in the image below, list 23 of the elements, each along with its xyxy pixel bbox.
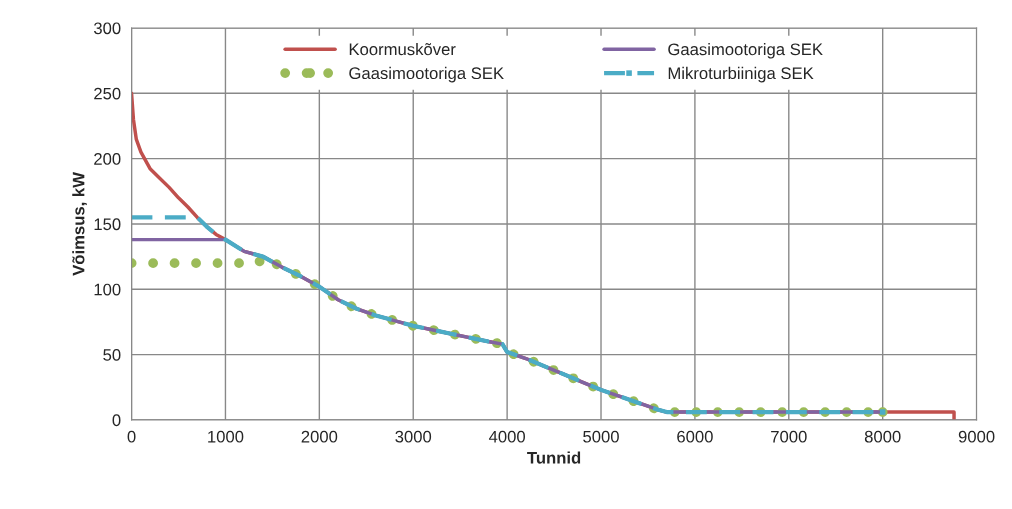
y-tick-label: 250 bbox=[94, 87, 121, 100]
x-tick-label: 3000 bbox=[395, 430, 432, 443]
y-tick-label: 150 bbox=[94, 218, 121, 231]
y-tick-label: 50 bbox=[103, 349, 121, 361]
legend-label: Mikroturbiiniga SEK bbox=[668, 66, 814, 83]
legend-label: Koormuskõver bbox=[349, 42, 456, 56]
y-tick-label: 300 bbox=[93, 22, 121, 35]
x-axis-title: Tunnid bbox=[527, 451, 581, 464]
y-tick-label: 100 bbox=[94, 283, 121, 296]
y-tick-label: 0 bbox=[112, 414, 121, 427]
y-tick-label: 200 bbox=[94, 153, 121, 165]
x-tick-label: 7000 bbox=[771, 430, 807, 443]
x-tick-label: 6000 bbox=[677, 430, 713, 443]
x-tick-label: 1000 bbox=[208, 430, 244, 443]
y-axis-title: Võimsus, kW bbox=[72, 172, 87, 276]
x-tick-label: 2000 bbox=[301, 430, 338, 443]
legend-label: Gaasimootoriga SEK bbox=[668, 42, 823, 59]
x-tick-label: 9000 bbox=[958, 430, 995, 443]
x-tick-label: 8000 bbox=[864, 430, 901, 443]
legend-label: Gaasimootoriga SEK bbox=[349, 66, 504, 83]
x-tick-label: 5000 bbox=[583, 430, 619, 443]
x-tick-label: 4000 bbox=[488, 430, 526, 443]
x-tick-label: 0 bbox=[127, 430, 136, 443]
